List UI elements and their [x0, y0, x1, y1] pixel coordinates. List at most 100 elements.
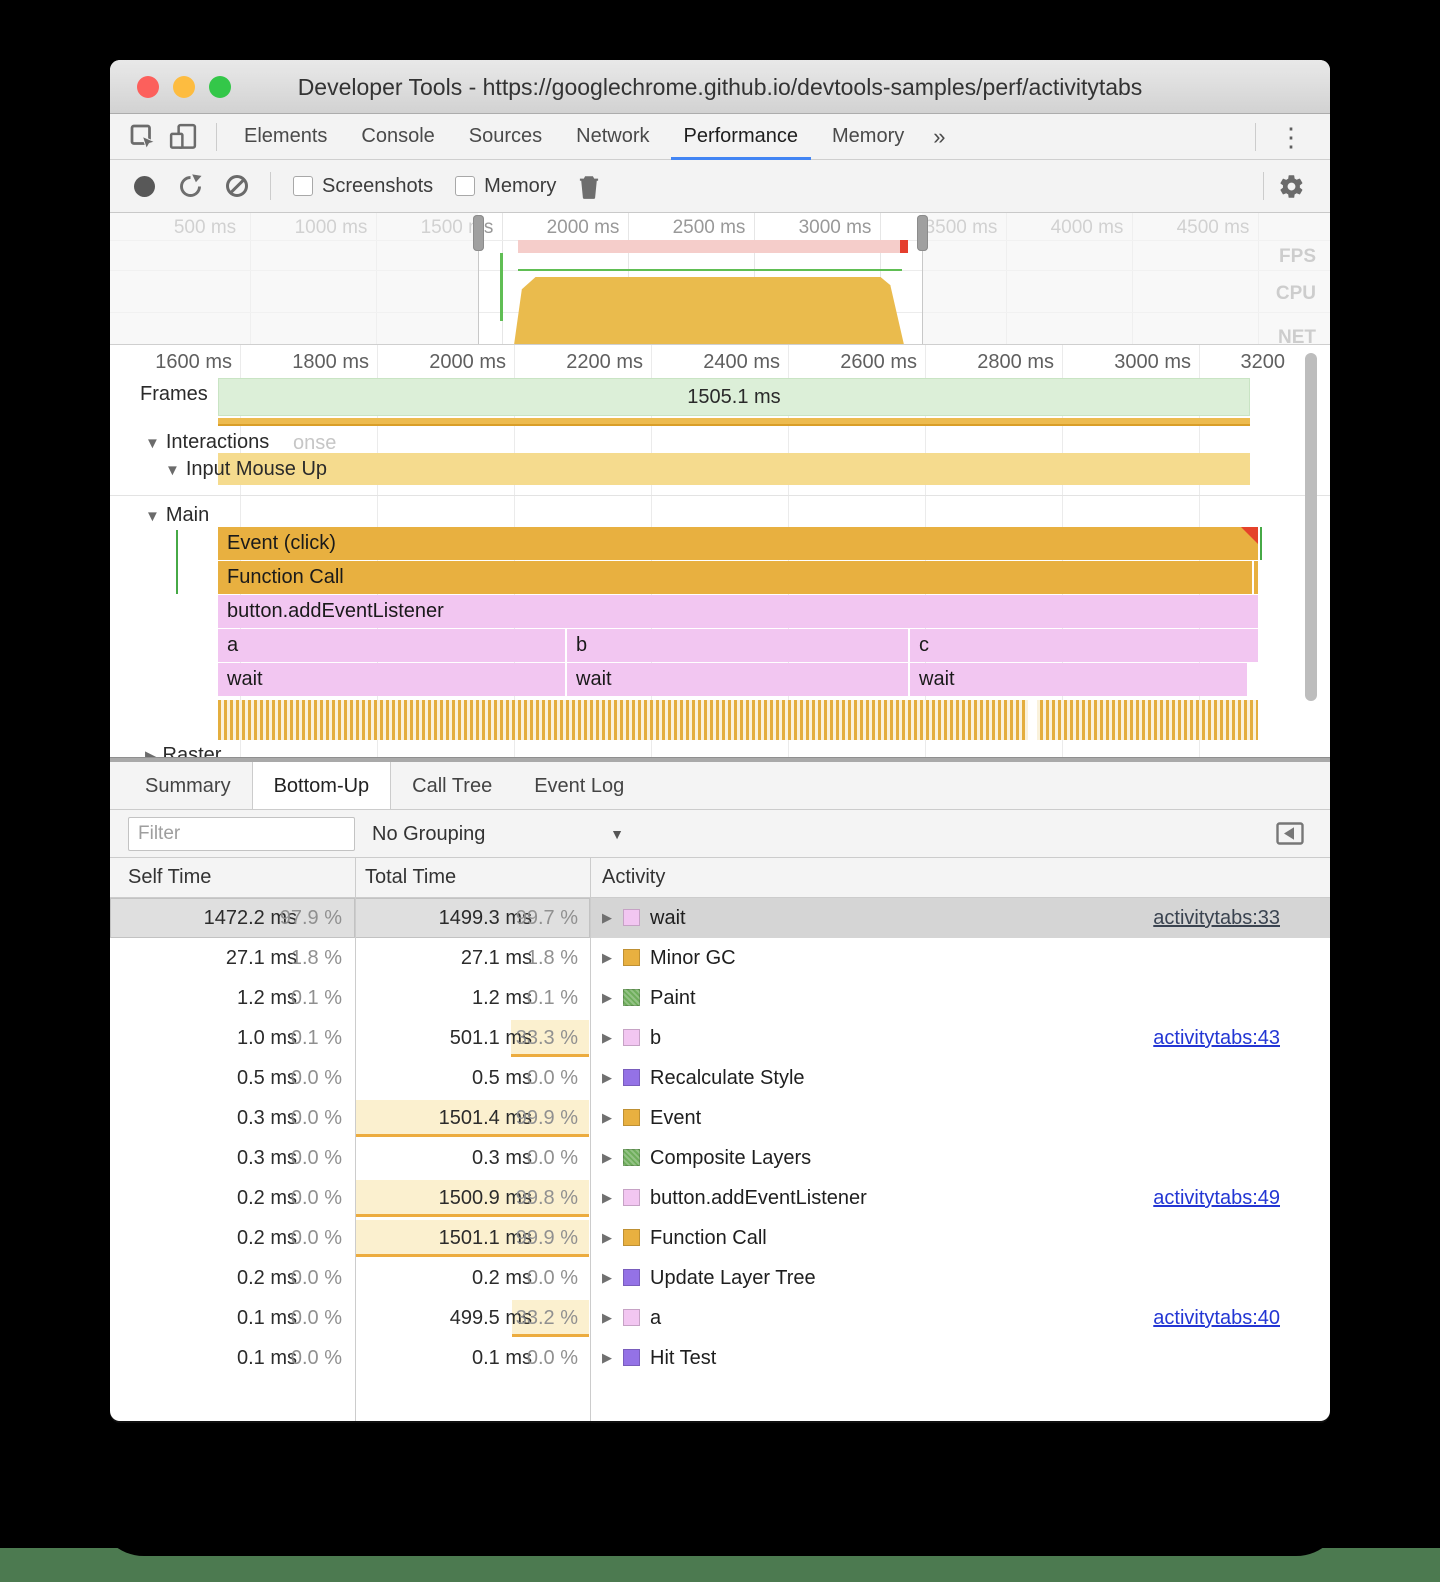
table-row-update-layer-tree[interactable]: 0.2 ms 0.0 % 0.2 ms 0.0 % ▶ Update Layer Tree — [110, 1258, 1330, 1298]
table-row-b[interactable]: 1.0 ms 0.1 % 501.1 ms 33.3 % ▶ b activitytabs:… — [110, 1018, 1330, 1058]
zoom-window-button[interactable] — [209, 76, 231, 98]
memory-label: Memory — [484, 174, 557, 197]
flame-bar-b[interactable]: b — [567, 629, 908, 662]
separator — [1263, 172, 1264, 200]
flame-bar-function-call[interactable]: Function Call — [218, 561, 1252, 594]
expand-triangle-icon[interactable]: ▶ — [602, 1350, 612, 1365]
collapse-triangle-icon[interactable]: ▼ — [165, 462, 180, 479]
separator — [1255, 122, 1256, 151]
table-row-recalculate-style[interactable]: 0.5 ms 0.0 % 0.5 ms 0.0 % ▶ Recalculate Style — [110, 1058, 1330, 1098]
table-row-function-call[interactable]: 0.2 ms 0.0 % 1501.1 ms 99.9 % ▶ Function Call — [110, 1218, 1330, 1258]
selection-handle-right[interactable] — [917, 215, 928, 251]
input-mouse-up-bar[interactable] — [218, 453, 1250, 485]
expand-triangle-icon[interactable]: ▶ — [145, 748, 157, 757]
memory-checkbox[interactable] — [455, 176, 476, 196]
pane-splitter[interactable] — [110, 757, 1330, 762]
clear-button[interactable] — [226, 175, 248, 197]
flame-bar-wait-1[interactable]: wait — [218, 663, 565, 696]
table-row-composite-layers[interactable]: 0.3 ms 0.0 % 0.3 ms 0.0 % ▶ Composite Layers — [110, 1138, 1330, 1178]
selection-handle-left[interactable] — [473, 215, 484, 251]
expand-triangle-icon[interactable]: ▶ — [602, 1270, 612, 1285]
column-activity[interactable]: Activity — [602, 866, 666, 888]
tab-sources[interactable]: Sources — [468, 124, 543, 147]
more-tabs-button[interactable]: » — [933, 123, 946, 149]
frame-bar[interactable]: 1505.1 ms — [218, 378, 1250, 416]
screenshots-toggle[interactable]: Screenshots — [293, 175, 433, 198]
main-menu-icon[interactable]: ⋮ — [1278, 121, 1304, 152]
tab-bottom-up[interactable]: Bottom-Up — [251, 762, 392, 809]
main-track-header[interactable]: ▼ Main — [145, 504, 210, 526]
memory-toggle[interactable]: Memory — [455, 175, 556, 198]
flame-bar-event-click[interactable]: Event (click) — [218, 527, 1258, 560]
collapse-triangle-icon[interactable]: ▼ — [145, 508, 160, 525]
expand-triangle-icon[interactable]: ▶ — [602, 1110, 612, 1125]
total-time-pct: 99.9 % — [515, 1227, 578, 1249]
screenshots-checkbox[interactable] — [293, 176, 313, 196]
expand-triangle-icon[interactable]: ▶ — [602, 950, 612, 965]
source-link[interactable]: activitytabs:40 — [1153, 1307, 1280, 1329]
table-header: Self Time Total Time Activity — [110, 858, 1330, 898]
tab-elements[interactable]: Elements — [244, 124, 328, 147]
column-self-time[interactable]: Self Time — [128, 866, 212, 888]
raster-track-header[interactable]: ▶ Raster — [145, 744, 221, 757]
total-time-pct: 99.9 % — [515, 1107, 578, 1129]
filter-input[interactable] — [128, 817, 355, 851]
flame-bar-wait-2[interactable]: wait — [567, 663, 908, 696]
flame-chart[interactable]: 1600 ms 1800 ms 2000 ms 2200 ms 2400 ms 2600 … — [110, 345, 1330, 757]
table-row-button-addeventlistener[interactable]: 0.2 ms 0.0 % 1500.9 ms 99.8 % ▶ button.addEve… — [110, 1178, 1330, 1218]
garbage-collect-icon[interactable] — [578, 173, 600, 199]
table-row-a[interactable]: 0.1 ms 0.0 % 499.5 ms 33.2 % ▶ a activitytabs:… — [110, 1298, 1330, 1338]
table-row-minor-gc[interactable]: 27.1 ms 1.8 % 27.1 ms 1.8 % ▶ Minor GC — [110, 938, 1330, 978]
reload-and-record-button[interactable] — [177, 173, 204, 200]
tab-performance[interactable]: Performance — [667, 114, 816, 160]
self-time-cell: 0.2 ms 0.0 % — [110, 1258, 355, 1298]
inspect-element-icon[interactable] — [126, 120, 160, 154]
expand-triangle-icon[interactable]: ▶ — [602, 1310, 612, 1325]
settings-gear-icon[interactable] — [1274, 169, 1308, 203]
interactions-track-header[interactable]: ▼ Interactions — [145, 431, 270, 453]
expand-triangle-icon[interactable]: ▶ — [602, 1190, 612, 1205]
tab-console[interactable]: Console — [361, 124, 435, 147]
flame-bar-a[interactable]: a — [218, 629, 565, 662]
column-total-time[interactable]: Total Time — [365, 866, 457, 888]
activity-label: Hit Test — [650, 1347, 717, 1369]
source-link[interactable]: activitytabs:33 — [1153, 907, 1280, 929]
expand-triangle-icon[interactable]: ▶ — [602, 910, 612, 925]
self-time-pct: 1.8 % — [290, 947, 342, 969]
device-toolbar-icon[interactable] — [166, 120, 200, 154]
expand-triangle-icon[interactable]: ▶ — [602, 1030, 612, 1045]
flame-bar-sliver[interactable] — [1254, 561, 1258, 594]
minimize-window-button[interactable] — [173, 76, 195, 98]
expand-triangle-icon[interactable]: ▶ — [602, 1070, 612, 1085]
table-row-paint[interactable]: 1.2 ms 0.1 % 1.2 ms 0.1 % ▶ Paint — [110, 978, 1330, 1018]
record-button[interactable] — [134, 175, 155, 197]
tab-event-log[interactable]: Event Log — [534, 775, 625, 797]
collapse-triangle-icon[interactable]: ▼ — [145, 435, 160, 452]
source-link[interactable]: activitytabs:49 — [1153, 1187, 1280, 1209]
flame-bar-c[interactable]: c — [910, 629, 1258, 662]
expand-triangle-icon[interactable]: ▶ — [602, 990, 612, 1005]
activity-label: Paint — [650, 987, 696, 1009]
self-time-ms: 0.2 ms — [236, 1187, 297, 1209]
grouping-dropdown[interactable]: No Grouping ▼ — [372, 810, 632, 858]
expand-triangle-icon[interactable]: ▶ — [602, 1150, 612, 1165]
expand-triangle-icon[interactable]: ▶ — [602, 1230, 612, 1245]
tab-memory[interactable]: Memory — [832, 124, 905, 147]
close-window-button[interactable] — [137, 76, 159, 98]
table-row-wait[interactable]: 1472.2 ms 97.9 % 1499.3 ms 99.7 % ▶ wait activ… — [110, 898, 1330, 938]
table-row-event[interactable]: 0.3 ms 0.0 % 1501.4 ms 99.9 % ▶ Event — [110, 1098, 1330, 1138]
self-time-cell: 1.2 ms 0.1 % — [110, 978, 355, 1018]
source-link[interactable]: activitytabs:43 — [1153, 1027, 1280, 1049]
input-mouse-up-label[interactable]: ▼ Input Mouse Up — [165, 458, 328, 480]
flame-bar-addeventlistener[interactable]: button.addEventListener — [218, 595, 1258, 628]
tab-call-tree[interactable]: Call Tree — [412, 775, 493, 797]
self-time-cell: 0.1 ms 0.0 % — [110, 1298, 355, 1338]
tab-summary[interactable]: Summary — [145, 775, 231, 797]
flame-scrollbar[interactable] — [1305, 353, 1317, 701]
table-row-hit-test[interactable]: 0.1 ms 0.0 % 0.1 ms 0.0 % ▶ Hit Test — [110, 1338, 1330, 1378]
flame-bar-wait-3[interactable]: wait — [910, 663, 1247, 696]
toolbar-right — [1253, 169, 1330, 203]
tab-network[interactable]: Network — [576, 124, 650, 147]
show-sidebar-icon[interactable] — [1276, 822, 1304, 846]
